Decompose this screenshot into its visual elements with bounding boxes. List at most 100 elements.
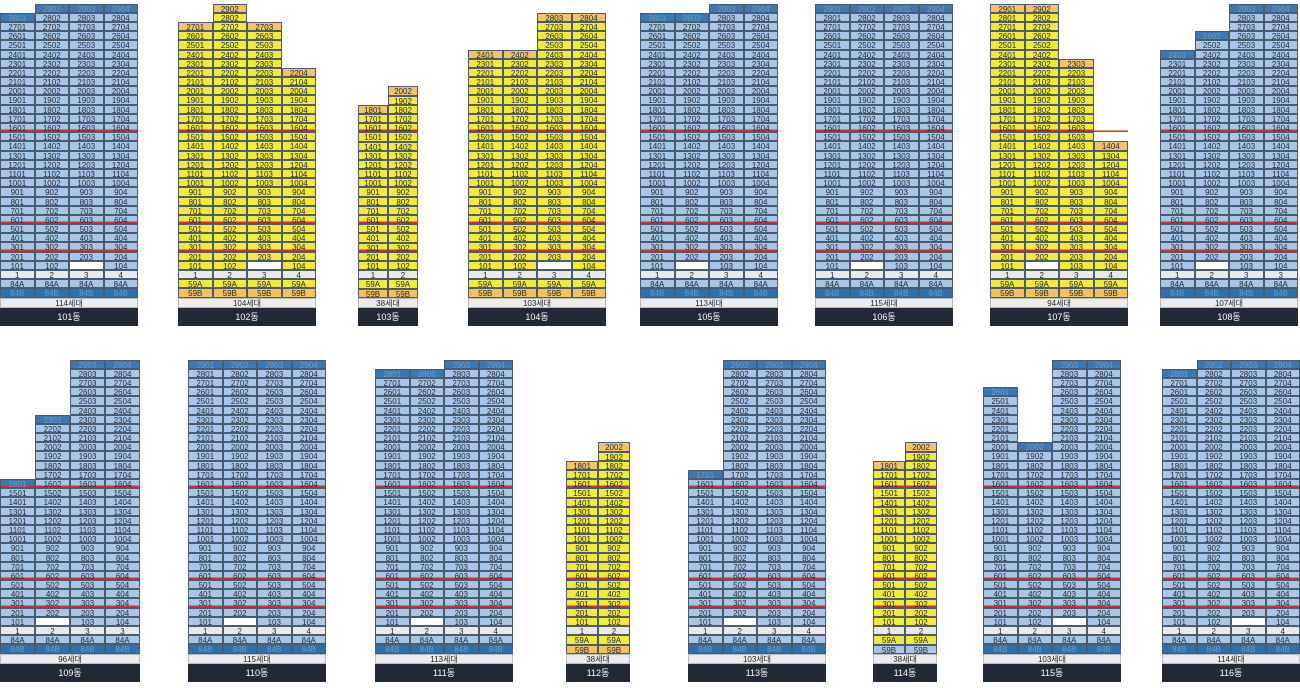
- unit-cell[interactable]: 1401: [688, 497, 723, 507]
- unit-cell[interactable]: 301: [1162, 598, 1197, 608]
- unit-cell[interactable]: 1003: [757, 534, 792, 544]
- unit-cell[interactable]: 501: [0, 224, 35, 234]
- unit-cell[interactable]: 702: [34, 205, 69, 215]
- unit-cell[interactable]: 2001: [468, 86, 503, 96]
- unit-cell[interactable]: 2604: [1263, 31, 1298, 41]
- unit-cell[interactable]: 204: [281, 251, 316, 261]
- unit-cell[interactable]: 1003: [1231, 534, 1266, 544]
- unit-cell[interactable]: 2002: [674, 86, 709, 96]
- unit-cell[interactable]: 2202: [409, 423, 444, 434]
- unit-cell[interactable]: 1203: [1229, 159, 1264, 169]
- unit-cell[interactable]: 1401: [873, 497, 905, 507]
- unit-cell[interactable]: 1102: [388, 169, 418, 179]
- unit-cell[interactable]: 703: [709, 205, 744, 215]
- unit-cell[interactable]: 1803: [757, 460, 792, 470]
- unit-cell[interactable]: 1202: [722, 515, 757, 525]
- unit-cell[interactable]: 2503: [69, 40, 104, 50]
- unit-cell[interactable]: 1702: [388, 113, 418, 124]
- unit-cell[interactable]: 903: [884, 187, 919, 197]
- unit-cell[interactable]: 703: [1229, 205, 1264, 215]
- unit-cell[interactable]: 2702: [849, 21, 884, 32]
- unit-cell[interactable]: 2101: [1162, 433, 1197, 443]
- unit-cell[interactable]: 1902: [1196, 451, 1231, 461]
- unit-cell[interactable]: 2803: [69, 12, 104, 22]
- unit-cell[interactable]: 2302: [849, 58, 884, 68]
- unit-cell[interactable]: 601: [0, 214, 35, 225]
- unit-cell[interactable]: 2002: [212, 86, 247, 96]
- unit-cell[interactable]: 2403: [537, 49, 572, 59]
- unit-cell[interactable]: 1603: [709, 123, 744, 133]
- unit-cell[interactable]: 1403: [1229, 141, 1264, 151]
- unit-cell[interactable]: 1702: [722, 469, 757, 480]
- unit-cell[interactable]: 204: [105, 607, 140, 617]
- unit-cell[interactable]: 804: [791, 552, 826, 562]
- unit-cell[interactable]: 403: [1059, 233, 1094, 243]
- unit-cell[interactable]: 2604: [103, 31, 138, 41]
- unit-cell[interactable]: 603: [247, 214, 282, 225]
- unit-cell[interactable]: 403: [1229, 233, 1264, 243]
- unit-cell[interactable]: 2903: [1229, 3, 1264, 13]
- unit-cell[interactable]: 304: [1093, 242, 1128, 252]
- unit-cell[interactable]: 504: [1263, 224, 1298, 234]
- unit-cell[interactable]: 1601: [0, 123, 35, 133]
- unit-cell[interactable]: 1201: [375, 515, 410, 525]
- unit-cell[interactable]: 702: [674, 205, 709, 215]
- unit-cell[interactable]: 1501: [566, 488, 598, 498]
- unit-cell[interactable]: 801: [1160, 196, 1195, 206]
- unit-cell[interactable]: 503: [70, 580, 105, 590]
- unit-cell[interactable]: 101: [188, 616, 223, 627]
- unit-cell[interactable]: 602: [502, 214, 537, 225]
- unit-cell[interactable]: 1903: [70, 451, 105, 461]
- unit-cell[interactable]: 2104: [743, 77, 778, 87]
- unit-cell[interactable]: 2303: [1231, 414, 1266, 424]
- unit-cell[interactable]: 2501: [178, 40, 213, 50]
- unit-cell[interactable]: 2504: [743, 40, 778, 50]
- unit-cell[interactable]: 1602: [409, 479, 444, 489]
- unit-cell[interactable]: 1501: [1160, 132, 1195, 142]
- unit-cell[interactable]: 104: [1263, 260, 1298, 271]
- unit-cell[interactable]: 603: [70, 570, 105, 581]
- unit-cell[interactable]: 1704: [103, 113, 138, 124]
- unit-cell[interactable]: 1101: [358, 169, 388, 179]
- unit-cell[interactable]: 1904: [103, 95, 138, 105]
- unit-cell[interactable]: 1002: [34, 178, 69, 188]
- unit-cell[interactable]: 2502: [34, 40, 69, 50]
- unit-cell[interactable]: 1401: [358, 141, 388, 151]
- unit-cell[interactable]: 1301: [1162, 506, 1197, 516]
- unit-cell[interactable]: 2104: [1265, 433, 1300, 443]
- unit-cell[interactable]: 1902: [502, 95, 537, 105]
- unit-cell[interactable]: 2303: [537, 58, 572, 68]
- unit-cell[interactable]: 2504: [1086, 396, 1121, 406]
- unit-cell[interactable]: 303: [1231, 598, 1266, 608]
- unit-cell[interactable]: 1501: [873, 488, 905, 498]
- unit-cell[interactable]: 302: [722, 598, 757, 608]
- vacant-unit[interactable]: [247, 260, 282, 271]
- unit-cell[interactable]: 1803: [1231, 460, 1266, 470]
- unit-cell[interactable]: 1704: [918, 113, 953, 124]
- unit-cell[interactable]: 1601: [1162, 479, 1197, 489]
- unit-cell[interactable]: 2203: [444, 423, 479, 434]
- unit-cell[interactable]: 203: [1052, 607, 1087, 617]
- unit-cell[interactable]: 501: [640, 224, 675, 234]
- unit-cell[interactable]: 1102: [905, 525, 937, 535]
- unit-cell[interactable]: 1901: [990, 95, 1025, 105]
- unit-cell[interactable]: 304: [743, 242, 778, 252]
- unit-cell[interactable]: 1804: [918, 104, 953, 114]
- unit-cell[interactable]: 1703: [884, 113, 919, 124]
- unit-cell[interactable]: 2904: [1086, 359, 1121, 369]
- unit-cell[interactable]: 702: [905, 561, 937, 572]
- unit-cell[interactable]: 203: [444, 607, 479, 617]
- unit-cell[interactable]: 1902: [905, 451, 937, 461]
- unit-cell[interactable]: 904: [1093, 187, 1128, 197]
- unit-cell[interactable]: 1702: [222, 469, 257, 480]
- unit-cell[interactable]: 204: [291, 607, 326, 617]
- unit-cell[interactable]: 2304: [743, 58, 778, 68]
- unit-cell[interactable]: 104: [918, 260, 953, 271]
- unit-cell[interactable]: 2301: [178, 58, 213, 68]
- unit-cell[interactable]: 203: [70, 607, 105, 617]
- unit-cell[interactable]: 2602: [222, 387, 257, 397]
- unit-cell[interactable]: 2602: [1196, 387, 1231, 397]
- unit-cell[interactable]: 1402: [502, 141, 537, 151]
- unit-cell[interactable]: 2704: [291, 377, 326, 388]
- unit-cell[interactable]: 1503: [1231, 488, 1266, 498]
